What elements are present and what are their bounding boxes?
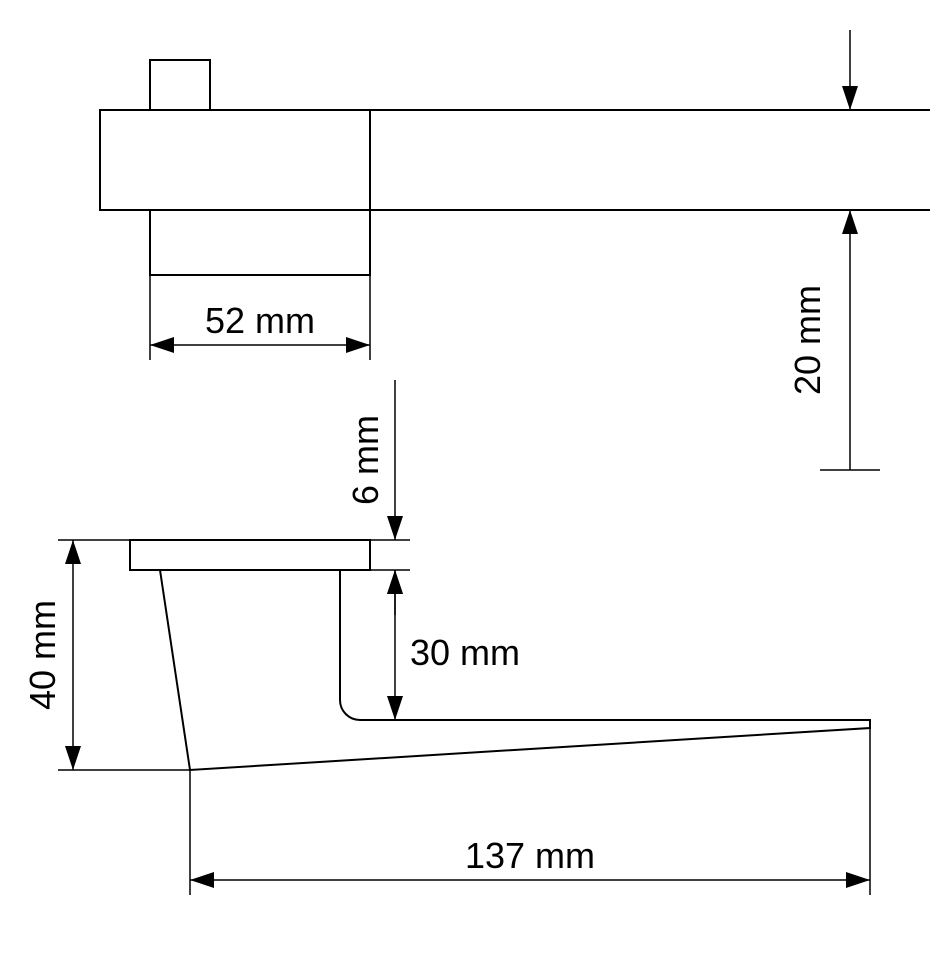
dim-40mm: 40 mm (22, 540, 190, 770)
dim-6mm-label: 6 mm (345, 415, 386, 505)
dim-20mm-label: 20 mm (787, 285, 828, 395)
dim-137mm: 137 mm (190, 728, 870, 895)
dim-20mm: 20 mm (787, 30, 880, 470)
dim-137mm-label: 137 mm (465, 835, 595, 876)
top-body-outline (100, 110, 930, 210)
dim-6mm: 6 mm (345, 380, 410, 615)
dim-40mm-label: 40 mm (22, 600, 63, 710)
top-view (100, 60, 930, 275)
top-tab (150, 60, 210, 110)
dim-30mm-label: 30 mm (410, 632, 520, 673)
dim-30mm: 30 mm (370, 570, 520, 720)
top-baseplate (150, 210, 370, 275)
side-rose (130, 540, 370, 570)
dim-52mm: 52 mm (150, 275, 370, 360)
dim-52mm-label: 52 mm (205, 300, 315, 341)
